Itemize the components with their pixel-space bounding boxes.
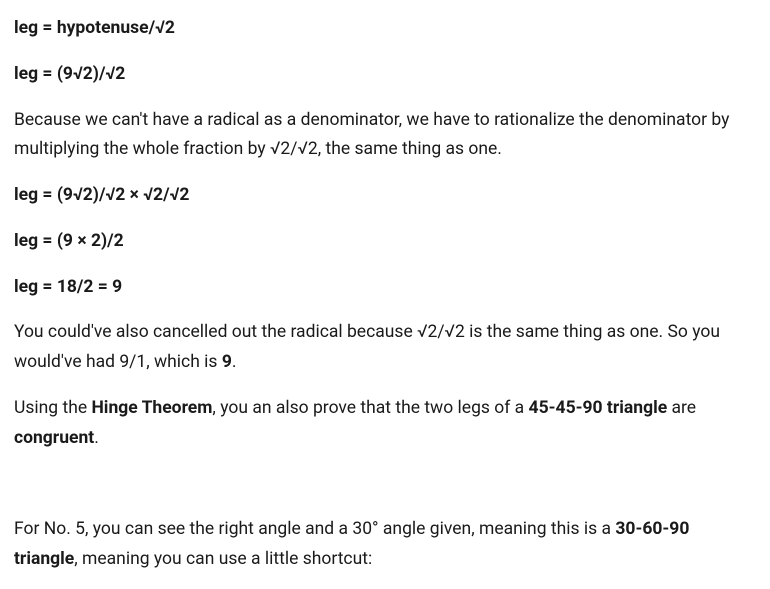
p3b: Hinge Theorem bbox=[91, 398, 212, 418]
spacer bbox=[14, 469, 752, 499]
p3g: . bbox=[94, 428, 99, 448]
paragraph-cancel: You could've also cancelled out the radi… bbox=[14, 318, 752, 378]
equation-line-3: leg = (9√2)/√2 × √2/√2 bbox=[14, 181, 752, 211]
p2c: . bbox=[232, 352, 237, 372]
p3d: 45-45-90 triangle bbox=[529, 398, 668, 418]
p3a: Using the bbox=[14, 398, 91, 418]
paragraph-rationalize: Because we can't have a radical as a den… bbox=[14, 106, 752, 166]
p2b: 9 bbox=[222, 352, 232, 372]
p3f: congruent bbox=[14, 428, 94, 448]
eq1-text: leg = hypotenuse/√2 bbox=[14, 18, 175, 38]
p4a: For No. 5 bbox=[14, 519, 85, 539]
eq5-text: leg = 18/2 = 9 bbox=[14, 277, 122, 297]
p2a: You could've also cancelled out the radi… bbox=[14, 322, 720, 372]
p3e: are bbox=[667, 398, 696, 418]
p4b: , you can see the right angle and a 30° … bbox=[85, 519, 615, 539]
equation-line-2: leg = (9√2)/√2 bbox=[14, 60, 752, 90]
equation-line-5: leg = 18/2 = 9 bbox=[14, 273, 752, 303]
p1c: , the same thing as one. bbox=[318, 139, 502, 159]
equation-line-1: leg = hypotenuse/√2 bbox=[14, 14, 752, 44]
eq4-text: leg = (9 × 2)/2 bbox=[14, 231, 124, 251]
p3c: , you an also prove that the two legs of… bbox=[212, 398, 528, 418]
eq3-text: leg = (9√2)/√2 × √2/√2 bbox=[14, 185, 189, 205]
paragraph-no5: For No. 5, you can see the right angle a… bbox=[14, 515, 752, 575]
p1b: √2/√2 bbox=[270, 139, 318, 159]
p4d: , meaning you can use a little shortcut: bbox=[74, 549, 372, 569]
equation-line-4: leg = (9 × 2)/2 bbox=[14, 227, 752, 257]
paragraph-hinge: Using the Hinge Theorem, you an also pro… bbox=[14, 394, 752, 454]
eq2-text: leg = (9√2)/√2 bbox=[14, 64, 125, 84]
